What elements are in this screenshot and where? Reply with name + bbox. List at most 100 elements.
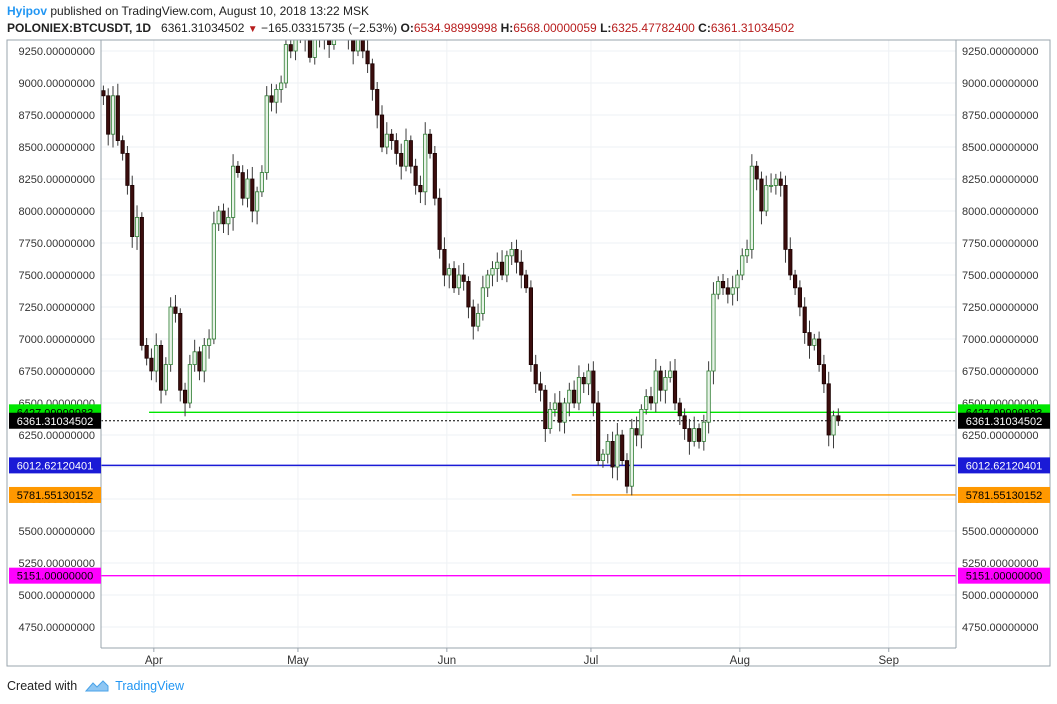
candle-down xyxy=(182,389,188,404)
candle-down xyxy=(130,184,135,237)
candle-down xyxy=(432,152,437,199)
candle-up xyxy=(168,306,173,365)
candle-up xyxy=(629,428,634,487)
high-value: 6568.00000059 xyxy=(513,21,597,35)
candle-up xyxy=(245,178,250,199)
candle-down xyxy=(807,332,812,346)
candle-up xyxy=(639,408,644,436)
y-tick-label-right: 5000.00000000 xyxy=(962,590,1038,602)
candle-down xyxy=(533,364,538,385)
y-tick-label-left: 5250.00000000 xyxy=(19,558,95,570)
candle-down xyxy=(106,95,111,135)
candle-up xyxy=(154,344,159,372)
price-badge-label: 5151.00000000 xyxy=(17,571,93,583)
candle-down xyxy=(624,460,630,487)
candle-down xyxy=(451,268,457,289)
candle-down xyxy=(836,415,841,422)
candle-up xyxy=(615,434,620,468)
candle-up xyxy=(163,364,168,391)
candle-down xyxy=(120,140,125,154)
price-badge xyxy=(9,412,101,429)
candle-up xyxy=(110,95,116,135)
candle-up xyxy=(562,402,567,423)
candle-down xyxy=(375,89,380,116)
candle-down xyxy=(250,178,255,212)
candle-up xyxy=(355,40,361,52)
close-value: 6361.31034502 xyxy=(710,21,795,35)
candle-down xyxy=(572,389,577,404)
y-tick-label-left: 6250.00000000 xyxy=(19,430,95,442)
price-badge-label: 6361.31034502 xyxy=(966,416,1042,428)
candle-up xyxy=(231,165,236,218)
candle-down xyxy=(379,114,385,148)
x-tick-label: Aug xyxy=(730,655,750,667)
y-tick-label-left: 8250.00000000 xyxy=(19,174,95,186)
y-tick-label-right: 7500.00000000 xyxy=(962,270,1038,282)
candle-up xyxy=(134,216,140,237)
y-tick-label-right: 9250.00000000 xyxy=(962,46,1038,58)
candle-down xyxy=(610,440,615,468)
candle-down xyxy=(720,280,726,289)
price-badge xyxy=(958,486,1050,503)
candle-up xyxy=(749,165,754,250)
candle-up xyxy=(740,255,745,276)
candle-down xyxy=(327,40,332,46)
candle-up xyxy=(586,370,591,385)
y-tick-label-left: 5000.00000000 xyxy=(19,590,95,602)
candle-up xyxy=(490,268,495,276)
candle-down xyxy=(466,280,471,308)
y-tick-label-left: 7250.00000000 xyxy=(19,302,95,314)
candle-up xyxy=(692,428,697,442)
candle-up xyxy=(423,133,428,193)
price-badge-label: 5151.00000000 xyxy=(966,571,1042,583)
footer: Created with TradingView xyxy=(7,679,184,693)
candle-down xyxy=(235,165,240,173)
candle-down xyxy=(634,428,639,436)
candle-up xyxy=(216,210,221,225)
candle-down xyxy=(115,95,120,142)
candle-down xyxy=(269,95,274,103)
candle-up xyxy=(323,0,326,38)
candle-up xyxy=(403,140,409,167)
high-label: H: xyxy=(500,21,514,35)
chart-header: Hyipov published on TradingView.com, Aug… xyxy=(7,4,369,18)
candle-down xyxy=(125,152,130,186)
candle-down xyxy=(682,415,687,429)
candle-down xyxy=(658,370,663,391)
x-tick-label: May xyxy=(287,655,309,667)
candle-up xyxy=(202,344,207,372)
x-tick-label: Jul xyxy=(584,655,599,667)
candle-down xyxy=(158,344,164,391)
candle-up xyxy=(456,274,461,289)
candle-up xyxy=(668,370,673,378)
open-label: O: xyxy=(400,21,414,35)
candle-up xyxy=(831,415,836,436)
price-badge-label: 5781.55130152 xyxy=(17,490,93,502)
author-name[interactable]: Hyipov xyxy=(7,4,48,18)
candle-up xyxy=(255,191,260,212)
candle-up xyxy=(384,133,389,148)
candle-down xyxy=(725,287,730,295)
candle-down xyxy=(307,40,313,58)
candle-up xyxy=(773,178,778,186)
y-tick-label-right: 8250.00000000 xyxy=(962,174,1038,186)
tradingview-link[interactable]: TradingView xyxy=(115,679,184,693)
candle-down xyxy=(817,338,822,366)
candle-down xyxy=(754,165,759,180)
candle-down xyxy=(677,402,682,417)
y-tick-label-left: 4750.00000000 xyxy=(19,622,95,634)
candle-down xyxy=(461,274,466,282)
candle-up xyxy=(653,370,658,404)
candle-down xyxy=(221,210,226,225)
y-tick-label-right: 7250.00000000 xyxy=(962,302,1038,314)
candle-up xyxy=(337,6,340,32)
candle-down xyxy=(101,90,106,97)
candle-down xyxy=(524,274,529,289)
candle-up xyxy=(768,184,774,187)
tradingview-logo-icon[interactable] xyxy=(85,679,109,693)
candle-up xyxy=(480,287,485,314)
candle-down xyxy=(687,428,692,442)
candle-up xyxy=(567,389,572,404)
candle-down xyxy=(370,63,375,90)
